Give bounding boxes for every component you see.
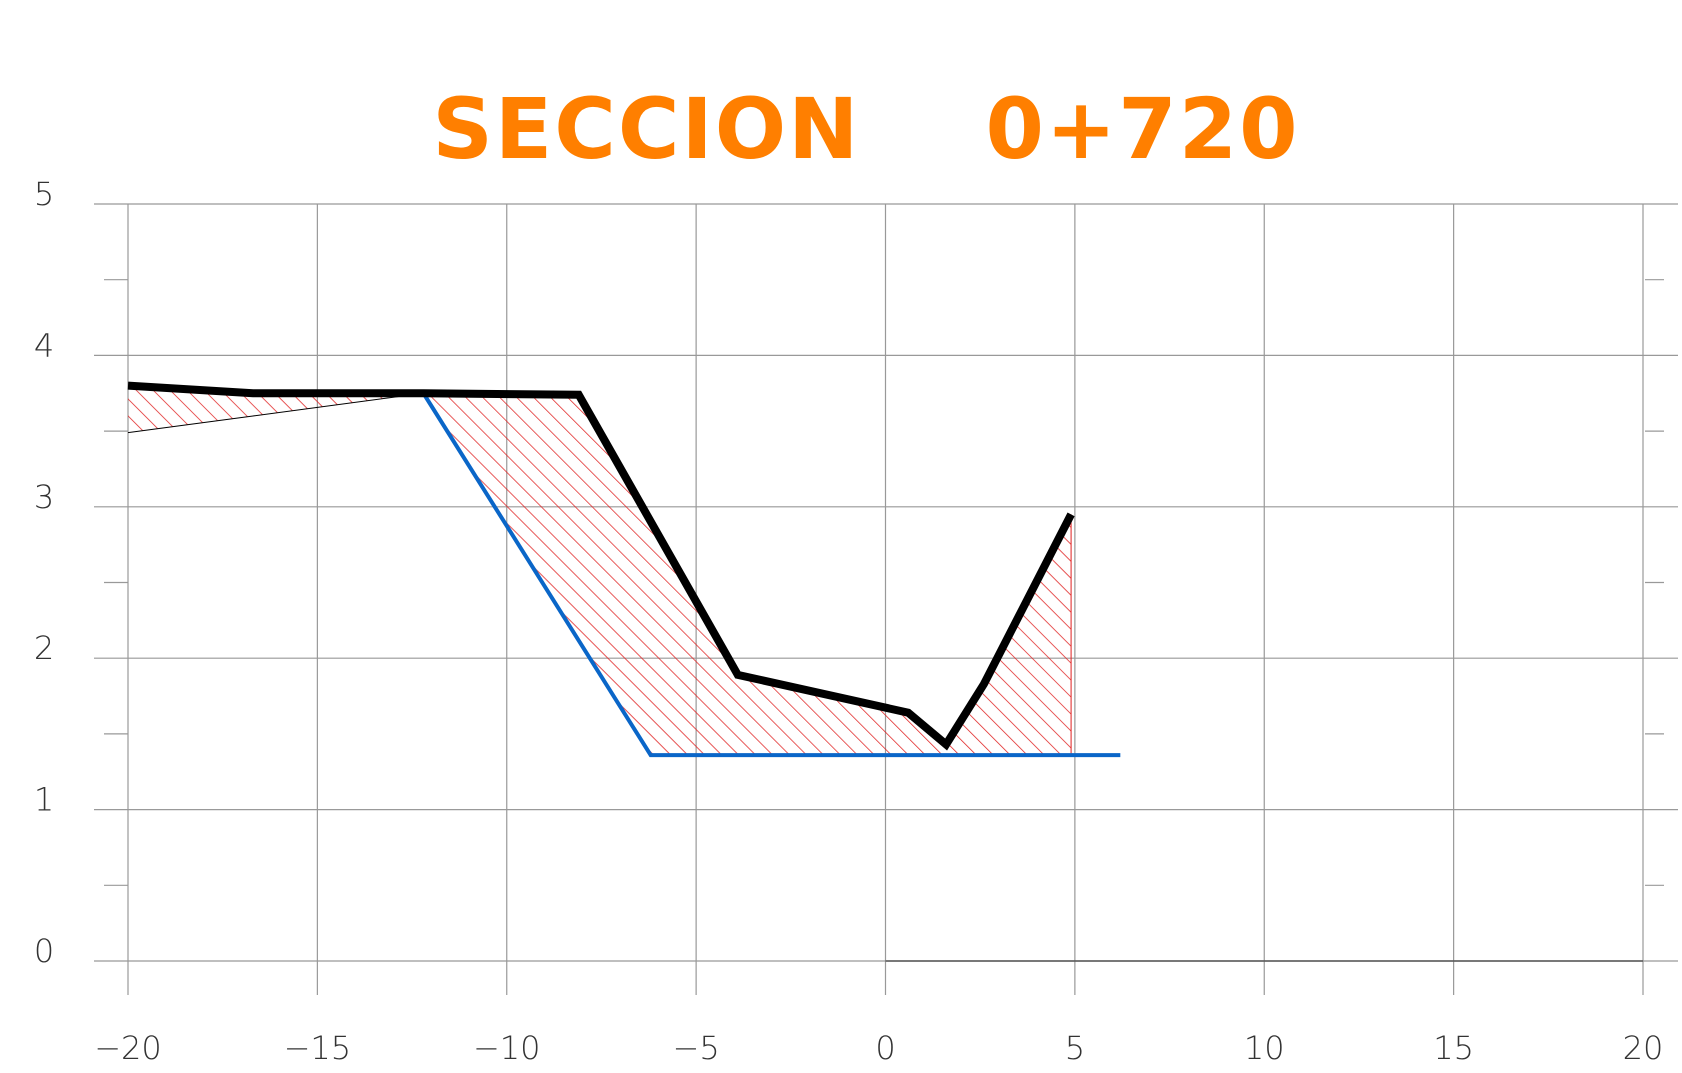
x-tick-label: −10 <box>473 1029 541 1067</box>
x-tick-label: 20 <box>1623 1029 1664 1067</box>
x-tick-label: −5 <box>673 1029 720 1067</box>
y-tick-label: 4 <box>34 326 54 364</box>
x-tick-label: 0 <box>875 1029 895 1067</box>
y-tick-label: 1 <box>34 781 54 819</box>
x-tick-label: −20 <box>94 1029 162 1067</box>
x-tick-label: 5 <box>1065 1029 1085 1067</box>
y-tick-label: 5 <box>34 175 54 213</box>
x-tick-label: 10 <box>1244 1029 1285 1067</box>
y-tick-label: 2 <box>34 629 54 667</box>
chart-title: SECCION 0+720 <box>432 80 1299 178</box>
x-tick-label: 15 <box>1433 1029 1474 1067</box>
x-tick-label: −15 <box>284 1029 352 1067</box>
y-tick-label: 0 <box>34 932 54 970</box>
series-line <box>421 392 1121 758</box>
series-line <box>127 381 1075 751</box>
series-line <box>127 392 424 434</box>
hatch-area <box>423 393 1072 756</box>
y-tick-label: 3 <box>34 478 54 516</box>
hatch-area <box>128 385 424 433</box>
